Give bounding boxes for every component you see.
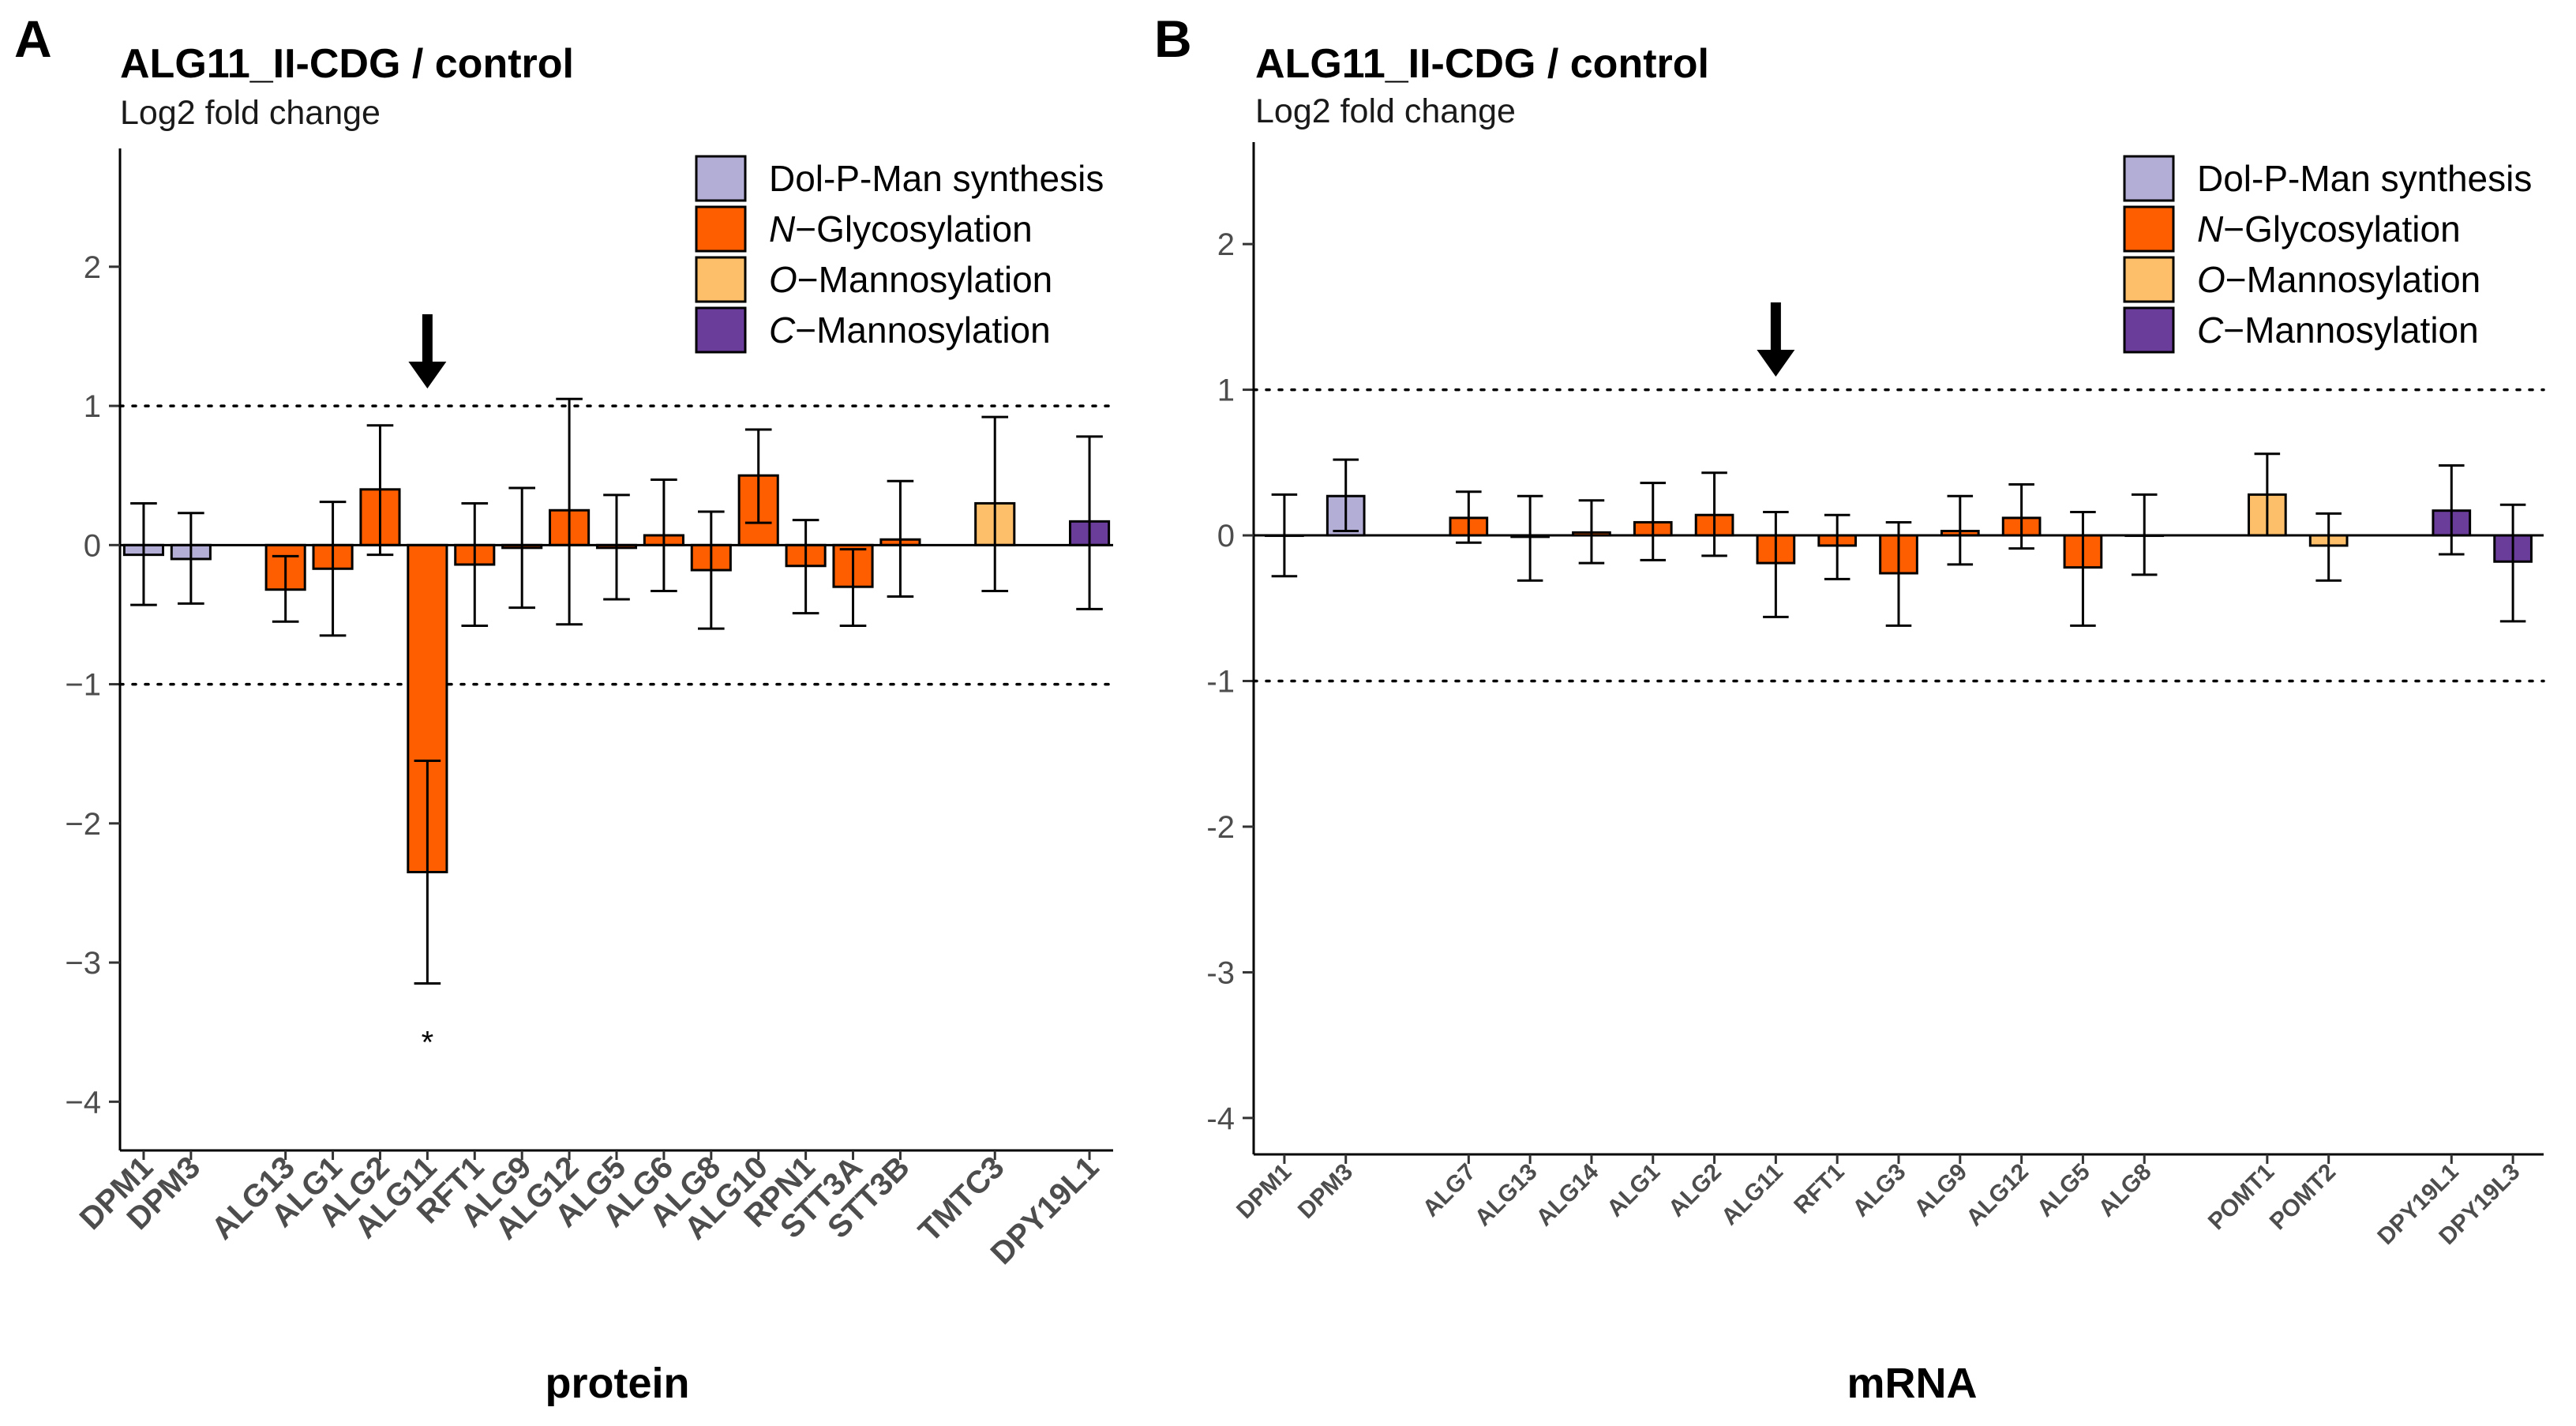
- panel-b-y-tick-label: -3: [1206, 955, 1235, 990]
- panel-a-y-tick-label: 0: [84, 528, 101, 563]
- panel-b-y-tick-label: 1: [1217, 373, 1235, 408]
- panel-b-y-tick-label: 0: [1217, 519, 1235, 554]
- panel-b-ylabel: Log2 fold change: [1255, 92, 1516, 130]
- panel-b-xlabel: mRNA: [1847, 1360, 1977, 1407]
- panel-b-legend-label: C−Mannosylation: [2197, 310, 2479, 351]
- panel-b-title: ALG11_II-CDG / control: [1255, 41, 1709, 87]
- panel-b-category-label: DPM3: [1293, 1159, 1358, 1224]
- panel-b-category-label: ALG3: [1848, 1159, 1911, 1222]
- panel-a-title: ALG11_II-CDG / control: [120, 41, 574, 87]
- panel-b-category-label: DPM1: [1232, 1159, 1296, 1224]
- panel-a-y-tick-label: −2: [65, 807, 101, 842]
- panel-a-legend-label: Dol-P-Man synthesis: [769, 158, 1104, 199]
- panel-b-category-label: ALG5: [2032, 1159, 2095, 1222]
- panel-a-legend-swatch: [695, 256, 747, 303]
- panel-a-chart: 210−1−2−3−4DPM1DPM3ALG13ALG1ALG2ALG11*RF…: [65, 148, 1115, 1271]
- panel-a-y-tick-label: −1: [65, 668, 101, 703]
- panel-b-category-label: ALG12: [1961, 1159, 2034, 1232]
- panel-b-y-tick-label: -1: [1206, 665, 1235, 700]
- panel-a-arrow-head: [408, 362, 447, 388]
- panel-a-letter: A: [14, 9, 52, 68]
- panel-a-significance-marker: *: [422, 1026, 434, 1060]
- panel-a-y-tick-label: 1: [84, 389, 101, 424]
- panel-b-category-label: RFT1: [1789, 1159, 1849, 1219]
- panel-b-legend-label: Dol-P-Man synthesis: [2197, 158, 2532, 199]
- panel-a-y-tick-label: −3: [65, 946, 101, 981]
- panel-b-legend-label: O−Mannosylation: [2197, 259, 2480, 300]
- panel-a-y-tick-label: −4: [65, 1085, 101, 1120]
- panel-b-legend-swatch: [2123, 155, 2175, 202]
- panel-a-legend-label: O−Mannosylation: [769, 259, 1052, 300]
- panel-b-legend-label: N−Glycosylation: [2197, 208, 2461, 250]
- panel-b-arrow-head: [1757, 350, 1795, 377]
- panel-a-legend-label: N−Glycosylation: [769, 208, 1033, 250]
- panel-b-letter: B: [1154, 9, 1192, 68]
- panel-b-legend-swatch: [2123, 205, 2175, 253]
- panel-b-legend-swatch: [2123, 306, 2175, 354]
- panel-a-legend-swatch: [695, 205, 747, 253]
- panel-b-category-label: POMT2: [2265, 1159, 2341, 1235]
- panel-b-category-label: ALG8: [2094, 1159, 2157, 1222]
- panel-b-category-label: ALG14: [1532, 1158, 1604, 1231]
- panel-b-y-tick-label: 2: [1217, 227, 1235, 262]
- panel-b-y-tick-label: -2: [1206, 810, 1235, 845]
- panel-a-legend-swatch: [695, 155, 747, 202]
- panel-a-ylabel: Log2 fold change: [120, 94, 381, 132]
- panel-a-y-tick-label: 2: [84, 250, 101, 285]
- panel-b-category-label: ALG11: [1716, 1159, 1788, 1231]
- panel-b-category-label: ALG13: [1470, 1159, 1543, 1232]
- panel-b-y-tick-label: -4: [1206, 1101, 1235, 1136]
- panel-b-category-label: POMT1: [2203, 1159, 2279, 1235]
- panel-a-legend-label: C−Mannosylation: [769, 310, 1051, 351]
- panel-a-xlabel: protein: [546, 1360, 690, 1407]
- panel-b-legend-swatch: [2123, 256, 2175, 303]
- panel-b-category-label: ALG1: [1602, 1159, 1665, 1222]
- panel-a-legend-swatch: [695, 306, 747, 354]
